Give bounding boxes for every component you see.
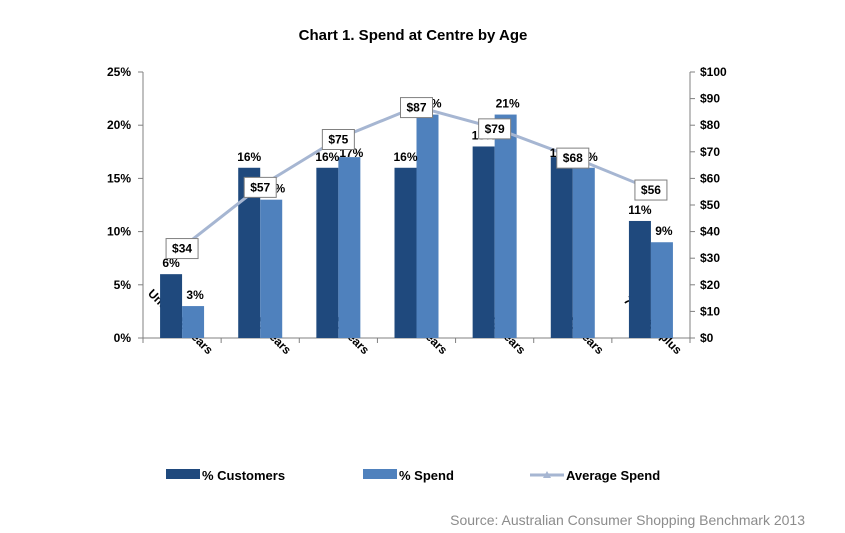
data-label-spend: 21% — [496, 97, 520, 111]
average-spend-label-box — [556, 147, 590, 169]
data-label-average-spend: $79 — [485, 122, 505, 136]
y-right-tick-label: $100 — [700, 65, 727, 79]
y-left-tick-label: 0% — [114, 331, 132, 345]
y-left-tick-label: 5% — [114, 278, 132, 292]
bar-customers — [394, 167, 417, 338]
bar-customers — [316, 167, 339, 338]
legend-swatch — [166, 469, 200, 479]
y-right-tick-label: $30 — [700, 251, 720, 265]
bar-customers — [550, 157, 573, 338]
data-label-average-spend: $75 — [328, 133, 348, 147]
data-label-customers: 6% — [162, 256, 180, 270]
average-spend-label-box — [400, 97, 433, 119]
bar-spend — [416, 114, 439, 338]
y-right-tick-label: $10 — [700, 304, 720, 318]
y-right-tick-label: $70 — [700, 145, 720, 159]
legend: % Customers % Spend Average Spend — [166, 468, 660, 483]
source-note: Source: Australian Consumer Shopping Ben… — [450, 512, 805, 528]
chart-title: Chart 1. Spend at Centre by Age — [299, 27, 528, 44]
data-labels-group: 6%3%16%13%16%17%16%21%18%21%17%16%11%9%$… — [162, 97, 673, 303]
bar-spend — [338, 157, 361, 338]
legend-label: % Spend — [399, 468, 454, 483]
bar-spend — [494, 114, 517, 338]
average-spend-label-box — [634, 179, 668, 201]
y-right-tick-label: $80 — [700, 118, 720, 132]
average-spend-label-box — [165, 238, 199, 260]
data-label-customers: 16% — [393, 150, 417, 164]
legend-swatch — [363, 469, 397, 479]
y-right-tick-label: $40 — [700, 225, 720, 239]
legend-label: % Customers — [202, 468, 285, 483]
bar-customers — [238, 167, 261, 338]
average-spend-label-box — [321, 129, 355, 150]
data-label-spend: 3% — [186, 288, 204, 302]
data-label-customers: 16% — [237, 150, 261, 164]
legend-marker — [543, 471, 551, 478]
y-right-tick-label: $20 — [700, 278, 720, 292]
data-label-average-spend: $56 — [641, 183, 661, 197]
data-label-customers: 11% — [628, 203, 652, 217]
legend-label: Average Spend — [566, 468, 660, 483]
bar-customers — [472, 146, 495, 338]
bar-spend — [650, 242, 673, 338]
data-label-average-spend: $57 — [250, 180, 270, 194]
y-right-tick-label: $50 — [700, 198, 720, 212]
y-left-tick-label: 10% — [107, 225, 131, 239]
average-spend-label-box — [478, 118, 512, 140]
y-left-tick-label: 25% — [107, 65, 131, 79]
data-label-spend: 9% — [655, 224, 673, 238]
y-right-tick-label: $60 — [700, 171, 720, 185]
bar-customers — [628, 220, 651, 338]
bar-spend — [182, 306, 205, 338]
bar-spend — [260, 199, 283, 338]
bar-spend — [572, 167, 595, 338]
data-label-average-spend: $68 — [563, 151, 583, 165]
data-label-average-spend: $34 — [172, 242, 192, 256]
bar-customers — [160, 274, 183, 338]
bars-group — [160, 114, 673, 338]
y-right-tick-label: $90 — [700, 92, 720, 106]
y-right-tick-label: $0 — [700, 331, 714, 345]
data-label-average-spend: $87 — [406, 101, 426, 115]
y-left-tick-label: 20% — [107, 118, 131, 132]
average-spend-label-box — [243, 176, 277, 198]
y-left-tick-label: 15% — [107, 171, 131, 185]
data-label-customers: 16% — [315, 150, 339, 164]
